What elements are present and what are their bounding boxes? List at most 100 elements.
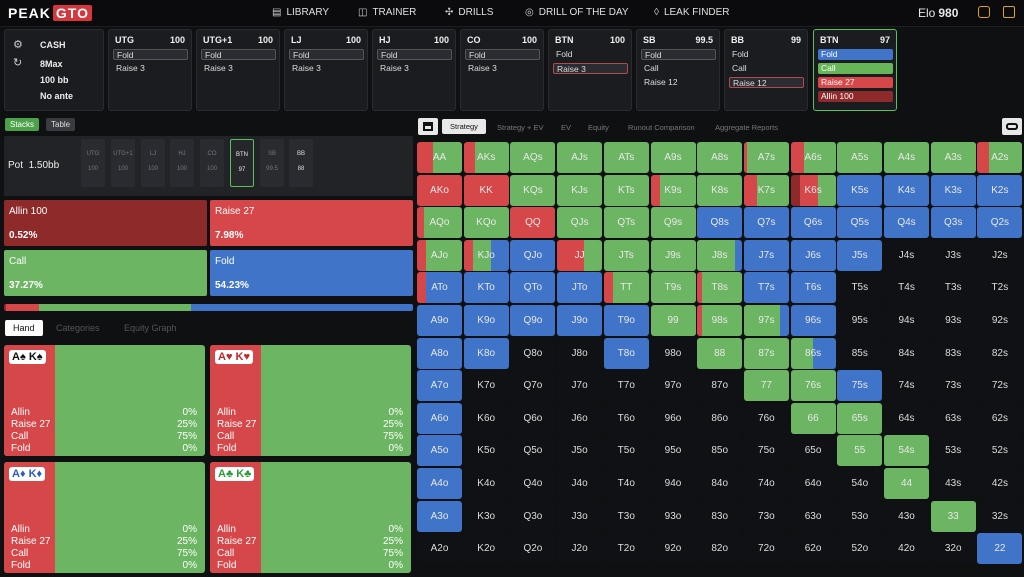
- equity-graph-tab[interactable]: Equity Graph: [124, 323, 177, 333]
- range-cell[interactable]: A4o: [417, 468, 462, 499]
- range-cell[interactable]: 72o: [743, 533, 789, 565]
- seat-card-btn[interactable]: BTN 100 Fold Raise 3: [548, 29, 632, 111]
- range-cell[interactable]: T4o: [603, 468, 649, 499]
- range-cell[interactable]: TT: [603, 272, 649, 304]
- range-cell[interactable]: 86o: [697, 402, 743, 434]
- range-cell[interactable]: 66: [790, 402, 836, 434]
- range-cell[interactable]: AQs: [510, 142, 556, 173]
- range-cell[interactable]: 83s: [930, 337, 976, 369]
- refresh-icon[interactable]: ↻: [13, 57, 23, 69]
- runout-comparison-tab[interactable]: Runout Comparison: [628, 123, 695, 132]
- range-cell[interactable]: KTs: [603, 174, 649, 206]
- seat-action[interactable]: Allin 100: [818, 91, 893, 102]
- range-cell[interactable]: AQo: [417, 207, 462, 239]
- range-cell[interactable]: AKo: [417, 174, 462, 206]
- hand-combo-card[interactable]: A♣ K♣ Allin 0% Raise 27 25% Call 75% Fold 0%: [210, 462, 411, 573]
- range-cell[interactable]: 64s: [884, 402, 929, 434]
- range-cell[interactable]: Q3o: [510, 500, 556, 532]
- range-cell[interactable]: 65o: [790, 435, 836, 467]
- range-cell[interactable]: J4o: [557, 468, 603, 499]
- seat-action[interactable]: Fold: [289, 49, 364, 60]
- mini-seat-bb[interactable]: BB 88: [289, 139, 313, 187]
- seat-card-lj[interactable]: LJ 100 Fold Raise 3: [284, 29, 368, 111]
- range-cell[interactable]: KQo: [463, 207, 509, 239]
- range-cell[interactable]: 86s: [790, 337, 836, 369]
- mini-seat-co[interactable]: CO 100: [200, 139, 224, 187]
- range-cell[interactable]: J9o: [557, 305, 603, 336]
- equity-tab[interactable]: Equity: [588, 123, 609, 132]
- seat-action[interactable]: Raise 12: [644, 77, 678, 87]
- range-cell[interactable]: AKs: [463, 142, 509, 173]
- seat-action[interactable]: Raise 3: [116, 63, 145, 73]
- range-cell[interactable]: 53s: [930, 435, 976, 467]
- range-cell[interactable]: T3s: [930, 272, 976, 304]
- range-cell[interactable]: A7o: [417, 370, 462, 402]
- ev-tab[interactable]: EV: [561, 123, 572, 132]
- range-cell[interactable]: J7o: [557, 370, 603, 402]
- range-cell[interactable]: 43o: [884, 500, 929, 532]
- range-cell[interactable]: AJs: [557, 142, 603, 173]
- range-cell[interactable]: 54s: [884, 435, 929, 467]
- range-cell[interactable]: 87o: [697, 370, 743, 402]
- range-cell[interactable]: 52s: [977, 435, 1023, 467]
- range-cell[interactable]: K8s: [697, 174, 743, 206]
- range-cell[interactable]: J6o: [557, 402, 603, 434]
- range-cell[interactable]: A4s: [884, 142, 929, 173]
- range-cell[interactable]: A7s: [743, 142, 789, 173]
- mini-seat-lj[interactable]: LJ 100: [141, 139, 165, 187]
- seat-action[interactable]: Fold: [641, 49, 716, 60]
- range-cell[interactable]: K7o: [463, 370, 509, 402]
- seat-action[interactable]: Fold: [377, 49, 452, 60]
- chat-icon[interactable]: [978, 6, 990, 18]
- range-cell[interactable]: J5o: [557, 435, 603, 467]
- range-cell[interactable]: JTo: [557, 272, 603, 304]
- range-cell[interactable]: A5o: [417, 435, 462, 467]
- seat-action[interactable]: Raise 3: [468, 63, 497, 73]
- range-cell[interactable]: K4o: [463, 468, 509, 499]
- seat-action[interactable]: Raise 3: [204, 63, 233, 73]
- range-cell[interactable]: 32o: [930, 533, 976, 565]
- range-cell[interactable]: 54o: [837, 468, 883, 499]
- range-cell[interactable]: 77: [743, 370, 789, 402]
- peakgto-logo[interactable]: PEAK GTO: [8, 4, 92, 22]
- range-cell[interactable]: KQs: [510, 174, 556, 206]
- range-cell[interactable]: T2o: [603, 533, 649, 565]
- seat-action[interactable]: Call: [818, 63, 893, 74]
- range-cell[interactable]: 22: [977, 533, 1023, 565]
- range-cell[interactable]: 53o: [837, 500, 883, 532]
- seat-action[interactable]: Raise 3: [553, 63, 628, 74]
- range-cell[interactable]: J3s: [930, 239, 976, 271]
- seat-action[interactable]: Raise 3: [292, 63, 321, 73]
- seat-action[interactable]: Fold: [465, 49, 540, 60]
- layout-toggle-icon[interactable]: [418, 118, 438, 135]
- seat-card-utg[interactable]: UTG 100 Fold Raise 3: [108, 29, 192, 111]
- range-cell[interactable]: Q6s: [790, 207, 836, 239]
- range-cell[interactable]: Q7o: [510, 370, 556, 402]
- range-cell[interactable]: QJs: [557, 207, 603, 239]
- nav-library[interactable]: ▤ LIBRARY: [272, 7, 330, 18]
- range-cell[interactable]: A9o: [417, 305, 462, 336]
- range-cell[interactable]: T6o: [603, 402, 649, 434]
- seat-card-co[interactable]: CO 100 Fold Raise 3: [460, 29, 544, 111]
- range-cell[interactable]: A8s: [697, 142, 743, 173]
- range-cell[interactable]: 43s: [930, 468, 976, 499]
- range-cell[interactable]: KK: [463, 174, 509, 206]
- range-cell[interactable]: 74o: [743, 468, 789, 499]
- range-cell[interactable]: 64o: [790, 468, 836, 499]
- seat-action[interactable]: Fold: [201, 49, 276, 60]
- hand-combo-card[interactable]: A♠ K♠ Allin 0% Raise 27 25% Call 75% Fold 0%: [4, 345, 205, 456]
- range-cell[interactable]: A9s: [650, 142, 696, 173]
- controller-icon[interactable]: [1002, 118, 1022, 135]
- range-cell[interactable]: 42s: [977, 468, 1023, 499]
- range-cell[interactable]: QTo: [510, 272, 556, 304]
- range-cell[interactable]: J2o: [557, 533, 603, 565]
- range-cell[interactable]: 55: [837, 435, 883, 467]
- nav-drill-of-the-day[interactable]: ◎ DRILL OF THE DAY: [525, 7, 629, 18]
- range-cell[interactable]: A6o: [417, 402, 462, 434]
- range-cell[interactable]: J3o: [557, 500, 603, 532]
- seat-card-btn[interactable]: BTN 97 Fold Call Raise 27 Allin 100: [813, 29, 897, 111]
- table-tab[interactable]: Table: [46, 118, 76, 131]
- range-cell[interactable]: ATo: [417, 272, 462, 304]
- range-cell[interactable]: Q3s: [930, 207, 976, 239]
- range-cell[interactable]: 82o: [697, 533, 743, 565]
